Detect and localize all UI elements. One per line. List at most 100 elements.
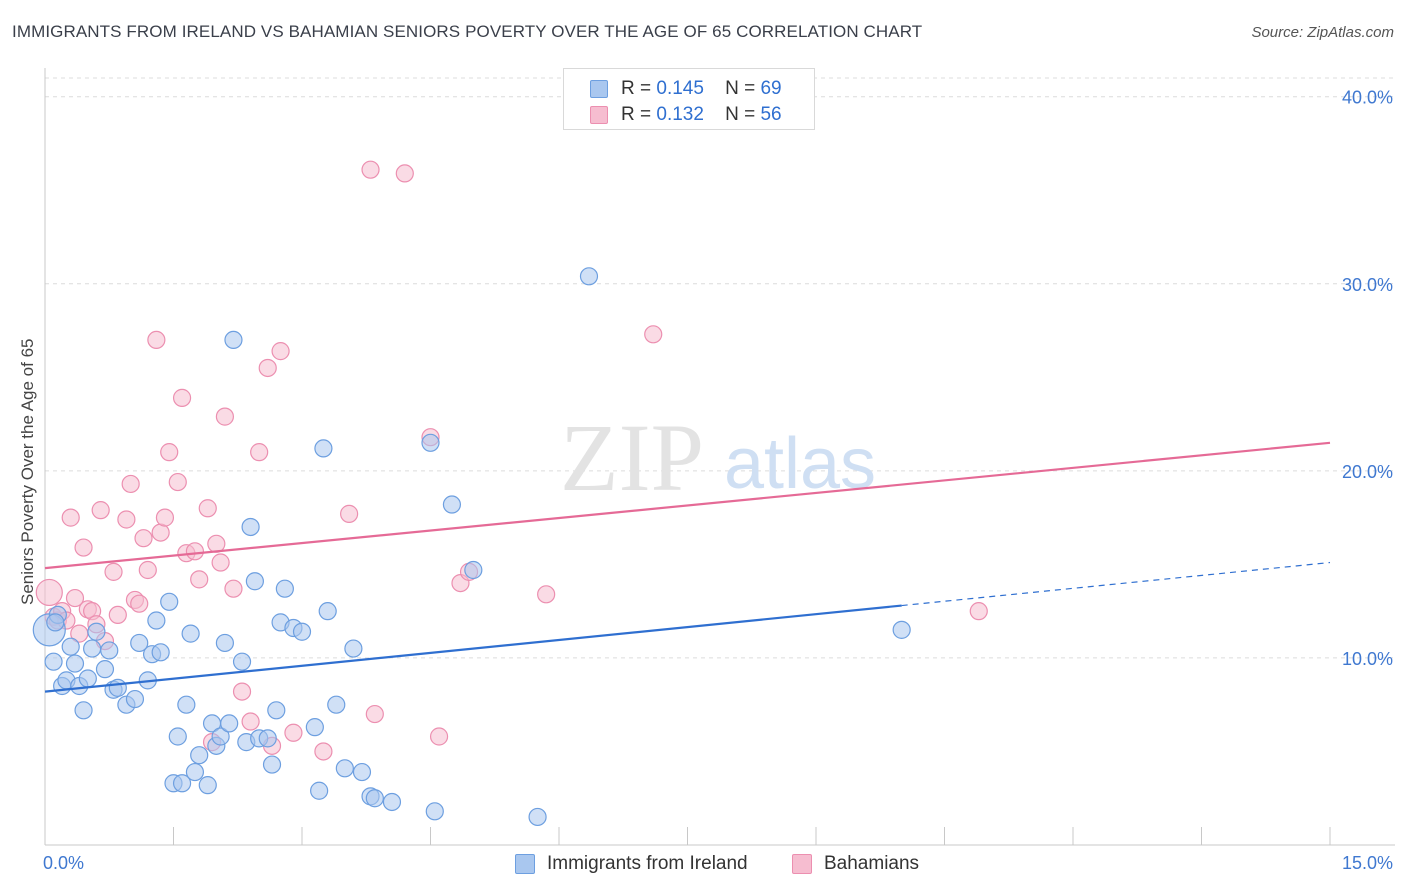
- y-tick-label-2: 30.0%: [1342, 275, 1393, 295]
- legend-swatch-ireland: [590, 80, 608, 98]
- trend-line-bahamians: [44, 441, 1331, 570]
- point-bahamians-38: [258, 358, 277, 378]
- point-ireland-65: [528, 807, 547, 827]
- point-ireland-63: [442, 495, 462, 514]
- x-tick-label-0: 0.0%: [43, 853, 84, 873]
- watermark: ZIP atlas: [560, 404, 876, 511]
- point-ireland-47: [275, 579, 294, 598]
- point-bahamians-4: [61, 508, 80, 527]
- point-bahamians-0: [35, 578, 63, 607]
- point-ireland-1: [44, 652, 63, 671]
- legend-r-value: 0.145: [656, 78, 704, 99]
- point-ireland-23: [160, 592, 179, 611]
- point-ireland-43: [258, 729, 277, 748]
- point-ireland-35: [215, 633, 234, 653]
- point-ireland-30: [190, 746, 209, 765]
- point-ireland-21: [147, 611, 166, 630]
- point-ireland-53: [318, 602, 337, 621]
- point-ireland-31: [198, 776, 217, 795]
- point-ireland-34: [211, 727, 230, 746]
- y-tick-label-1: 20.0%: [1342, 462, 1393, 482]
- point-ireland-11: [87, 622, 106, 641]
- axes: [44, 68, 1395, 846]
- chart-title: IMMIGRANTS FROM IRELAND VS BAHAMIAN SENI…: [12, 22, 923, 41]
- legend-r-label: R =: [621, 78, 652, 99]
- point-bahamians-15: [121, 474, 140, 494]
- point-bahamians-14: [117, 510, 136, 529]
- legend-n-value: 56: [760, 104, 782, 125]
- point-ireland-37: [224, 330, 243, 350]
- point-ireland-26: [172, 774, 192, 793]
- legend-r-label: R =: [621, 104, 652, 125]
- point-bahamians-12: [104, 562, 123, 581]
- legend-swatch-bahamians: [590, 106, 608, 124]
- y-tick-label-3: 40.0%: [1342, 88, 1393, 108]
- point-bahamians-51: [537, 585, 556, 604]
- point-ireland-38: [232, 652, 252, 671]
- legend-n-value: 69: [760, 78, 782, 99]
- point-bahamians-25: [172, 388, 192, 407]
- point-bahamians-19: [138, 560, 157, 580]
- point-bahamians-43: [340, 504, 359, 523]
- point-bahamians-29: [198, 499, 217, 518]
- point-bahamians-40: [271, 342, 290, 361]
- source-label: Source: ZipAtlas.com: [1251, 24, 1394, 41]
- point-bahamians-32: [211, 553, 230, 572]
- point-ireland-55: [335, 759, 354, 778]
- point-ireland-40: [241, 517, 260, 537]
- point-ireland-68: [46, 613, 65, 632]
- point-bahamians-17: [130, 594, 149, 613]
- watermark-atlas: atlas: [724, 424, 876, 504]
- point-ireland-12: [95, 660, 115, 679]
- correlation-legend: R = 0.145 N = 69 R = 0.132 N = 56: [563, 68, 815, 130]
- point-ireland-6: [65, 654, 85, 673]
- point-bahamians-52: [644, 325, 663, 344]
- point-bahamians-53: [969, 602, 988, 621]
- point-bahamians-20: [147, 330, 166, 350]
- bottom-legend-swatch-bahamians: [792, 854, 812, 874]
- bottom-legend-swatch-ireland: [515, 854, 535, 874]
- point-bahamians-36: [241, 712, 260, 731]
- tick-labels: 10.0% 20.0% 30.0% 40.0% 0.0% 15.0%: [43, 88, 1393, 873]
- point-ireland-67: [892, 620, 911, 639]
- point-ireland-54: [327, 695, 346, 714]
- point-ireland-60: [382, 792, 402, 812]
- point-ireland-8: [74, 701, 93, 720]
- point-ireland-61: [421, 433, 440, 452]
- legend-n-label: N =: [725, 104, 756, 125]
- point-ireland-50: [305, 718, 324, 737]
- x-tick-label-1: 15.0%: [1342, 853, 1393, 873]
- point-bahamians-21: [151, 523, 170, 542]
- point-ireland-51: [310, 781, 329, 800]
- point-ireland-22: [151, 643, 170, 662]
- point-bahamians-23: [160, 443, 179, 462]
- trend-line-ireland-extension: [901, 561, 1331, 607]
- point-ireland-45: [267, 701, 286, 720]
- point-ireland-18: [130, 633, 149, 653]
- point-bahamians-18: [134, 529, 153, 548]
- point-ireland-49: [292, 622, 312, 641]
- point-bahamians-41: [284, 723, 303, 742]
- gridlines: [45, 77, 1395, 659]
- legend-n-label: N =: [725, 78, 756, 99]
- point-bahamians-5: [65, 588, 85, 608]
- point-bahamians-28: [190, 570, 209, 589]
- point-bahamians-42: [314, 742, 333, 761]
- point-bahamians-34: [224, 579, 243, 598]
- point-ireland-62: [425, 802, 444, 821]
- point-ireland-28: [181, 624, 200, 643]
- point-bahamians-27: [185, 542, 205, 561]
- point-bahamians-10: [91, 501, 110, 520]
- point-ireland-25: [168, 727, 187, 746]
- series-ireland-points: [32, 267, 911, 827]
- point-ireland-66: [579, 267, 599, 286]
- point-bahamians-35: [232, 682, 252, 701]
- point-bahamians-45: [365, 704, 384, 724]
- legend-r-value: 0.132: [656, 104, 704, 125]
- y-axis-label: Seniors Poverty Over the Age of 65: [18, 338, 37, 605]
- point-ireland-57: [352, 762, 372, 782]
- point-ireland-36: [220, 714, 239, 733]
- point-ireland-52: [314, 439, 333, 458]
- point-ireland-13: [100, 641, 119, 660]
